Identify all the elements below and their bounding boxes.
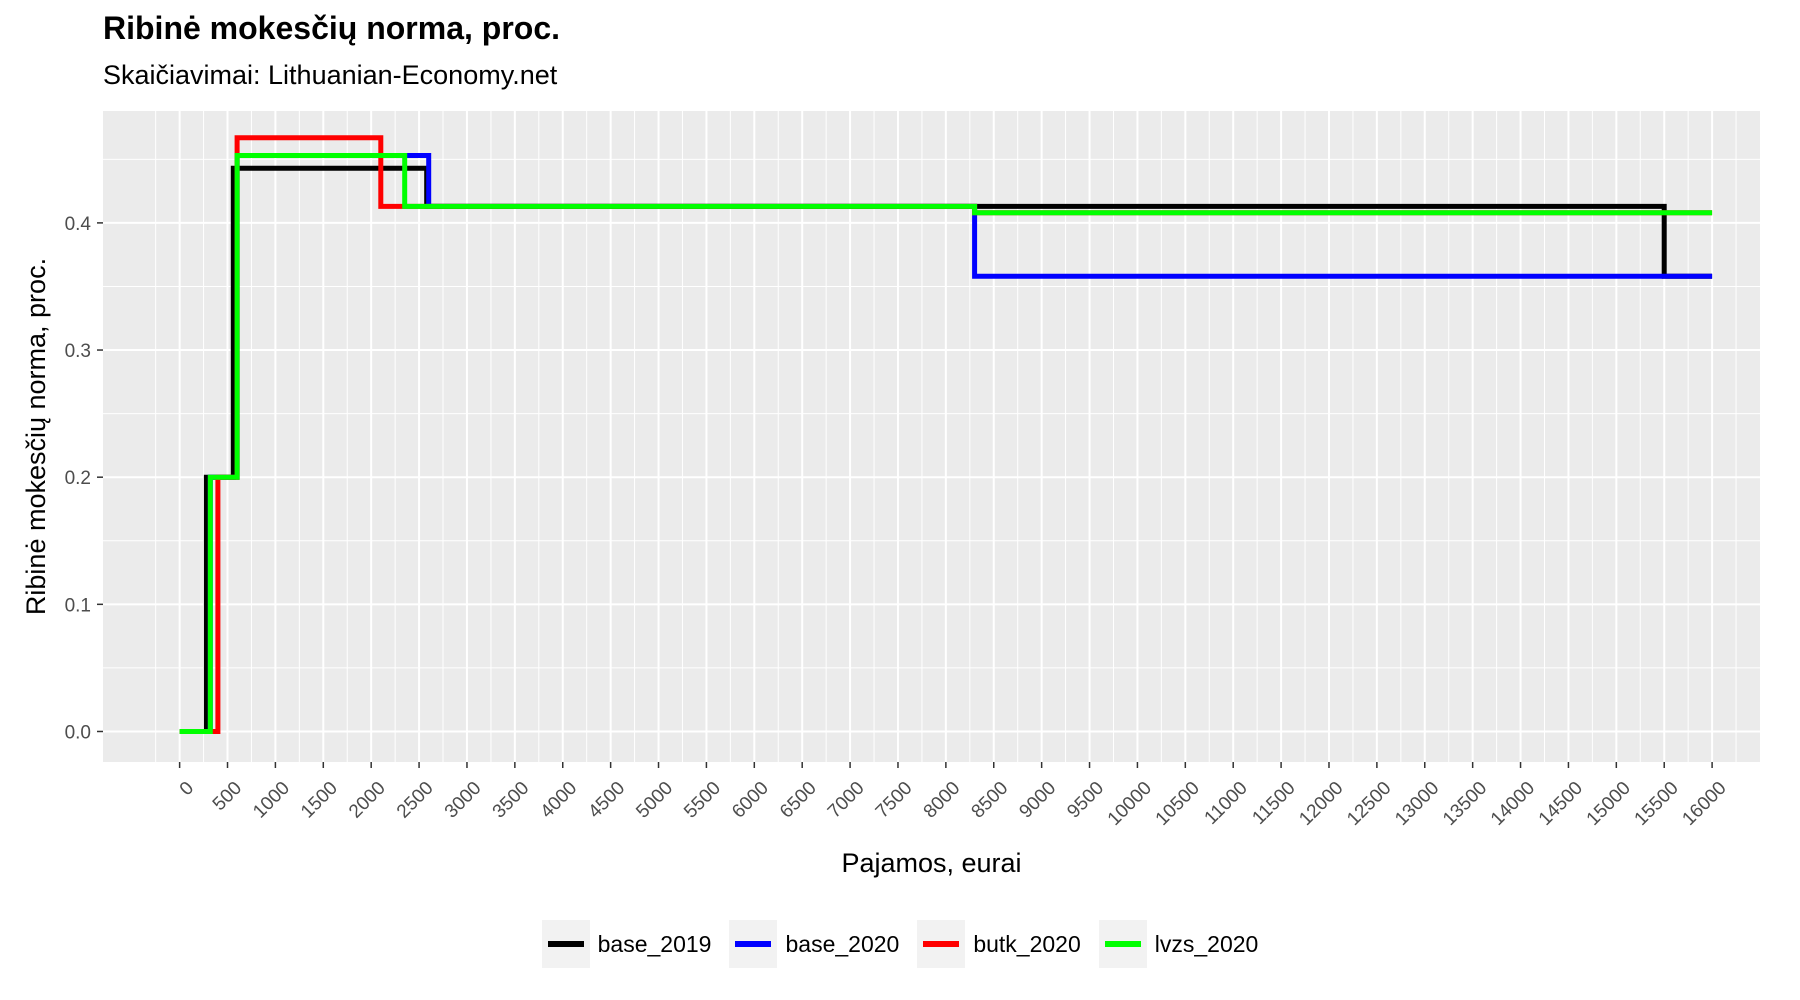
- x-tick-label: 5000: [632, 778, 677, 823]
- y-tick-label: 0.2: [65, 468, 91, 489]
- x-tick-label: 14000: [1487, 778, 1539, 830]
- x-tick-label: 1500: [297, 778, 342, 823]
- legend-item-base_2020: base_2020: [729, 920, 899, 968]
- y-axis-title: Ribinė mokesčių norma, proc.: [21, 258, 51, 615]
- y-axis-ticks: 0.0 0.1 0.2 0.3 0.4: [65, 214, 103, 743]
- x-tick-label: 15000: [1583, 778, 1635, 830]
- legend-key: [729, 920, 778, 968]
- legend-key: [541, 920, 590, 968]
- legend-item-lvzs_2020: lvzs_2020: [1098, 920, 1259, 968]
- legend-item-base_2019: base_2019: [541, 920, 712, 968]
- x-tick-label: 13000: [1391, 778, 1443, 830]
- x-tick-label: 11000: [1201, 778, 1252, 829]
- x-tick-label: 2500: [393, 778, 438, 823]
- legend-swatch: [1104, 941, 1141, 947]
- series-line-lvzs_2020: [179, 153, 1713, 734]
- x-tick-label: 0: [176, 778, 198, 800]
- x-tick-label: 7500: [872, 778, 917, 823]
- x-tick-label: 10000: [1104, 778, 1156, 830]
- plot-panel: [103, 111, 1760, 762]
- x-tick-label: 12000: [1295, 778, 1347, 830]
- chart-title: Ribinė mokesčių norma, proc.: [103, 10, 560, 46]
- y-tick-label: 0.3: [65, 341, 91, 362]
- x-tick-label: 5500: [680, 778, 725, 823]
- y-tick-label: 0.4: [65, 214, 92, 235]
- x-tick-label: 10500: [1152, 778, 1204, 830]
- legend-label: lvzs_2020: [1154, 930, 1259, 957]
- series-line-base_2019: [179, 165, 1713, 734]
- x-tick-label: 500: [209, 778, 246, 815]
- x-tick-label: 1000: [249, 778, 294, 823]
- x-tick-label: 9500: [1063, 778, 1108, 823]
- legend-swatch: [547, 941, 584, 947]
- x-tick-label: 4500: [584, 778, 629, 823]
- legend-swatch: [923, 941, 960, 947]
- x-tick-label: 6000: [728, 778, 773, 823]
- x-tick-label: 3000: [441, 778, 486, 823]
- y-tick-label: 0.1: [65, 595, 91, 616]
- x-tick-label: 16000: [1678, 778, 1730, 830]
- x-tick-label: 13500: [1439, 778, 1491, 830]
- x-tick-label: 15500: [1631, 778, 1683, 830]
- x-tick-label: 2000: [345, 778, 390, 823]
- legend-key: [1098, 920, 1147, 968]
- series-layer: [179, 135, 1713, 734]
- x-axis-title: Pajamos, eurai: [841, 848, 1021, 878]
- x-axis-ticks: 0 500 1000 1500 2000 2500 3000 3500 4000 4500 5000…: [176, 762, 1731, 830]
- x-tick-label: 4000: [537, 778, 582, 823]
- chart-subtitle: Skaičiavimai: Lithuanian-Economy.net: [103, 60, 558, 90]
- legend-label: base_2019: [597, 930, 712, 957]
- legend-swatch: [735, 941, 772, 947]
- x-tick-label: 12500: [1343, 778, 1395, 830]
- legend-label: butk_2020: [973, 930, 1081, 957]
- legend-item-butk_2020: butk_2020: [917, 920, 1081, 968]
- x-tick-label: 7000: [824, 778, 869, 823]
- x-tick-label: 9000: [1015, 778, 1060, 823]
- x-tick-label: 14500: [1535, 778, 1587, 830]
- y-tick-label: 0.0: [65, 722, 91, 743]
- x-tick-label: 6500: [776, 778, 821, 823]
- x-tick-label: 8000: [920, 778, 965, 823]
- legend-key: [917, 920, 966, 968]
- grid-minor: [103, 111, 1760, 762]
- x-tick-label: 8500: [968, 778, 1013, 823]
- legend: base_2019 base_2020 butk_2020 lvzs_2020: [0, 920, 1800, 968]
- x-tick-label: 11500: [1248, 778, 1299, 829]
- legend-label: base_2020: [785, 930, 900, 957]
- x-tick-label: 3500: [489, 778, 534, 823]
